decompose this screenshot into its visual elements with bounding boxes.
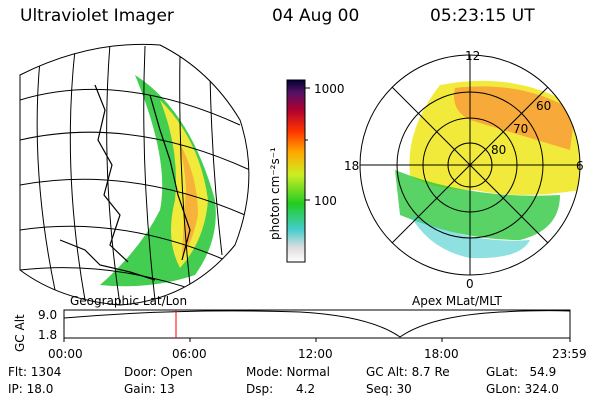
colorbar-tick-1000: 1000	[314, 82, 345, 96]
colorbar-tick-100: 100	[314, 194, 337, 208]
info-seq: Seq: 30	[366, 382, 412, 396]
mlt-label-18: 18	[344, 159, 359, 173]
image-time: 05:23:15 UT	[430, 6, 535, 26]
strip-xtick-0: 00:00	[48, 347, 83, 361]
geographic-grid	[20, 44, 249, 305]
polar-caption: Apex MLat/MLT	[412, 294, 502, 308]
geographic-caption: Geographic Lat/Lon	[70, 294, 188, 308]
colorbar-unit-label: photon cm⁻²s⁻¹	[268, 147, 282, 240]
info-flight: Flt: 1304	[8, 365, 62, 379]
strip-ylabel: GC Alt	[13, 314, 27, 352]
strip-xtick-1: 06:00	[172, 347, 207, 361]
info-dsp: Dsp: 4.2	[246, 382, 316, 396]
mlt-label-6: 6	[576, 159, 584, 173]
mlat-label-70: 70	[513, 122, 528, 136]
info-gc-alt: GC Alt: 8.7 Re	[366, 365, 450, 379]
instrument-title: Ultraviolet Imager	[20, 6, 174, 26]
colorbar-gradient	[286, 79, 306, 263]
info-gain: Gain: 13	[124, 382, 175, 396]
image-date: 04 Aug 00	[272, 6, 360, 26]
strip-xtick-2: 12:00	[298, 347, 333, 361]
strip-ytick-bottom: 1.8	[38, 328, 57, 342]
mlt-label-0: 0	[466, 277, 474, 291]
info-mode: Mode: Normal	[246, 365, 330, 379]
mlat-label-60: 60	[536, 99, 551, 113]
strip-ytick-top: 9.0	[38, 308, 57, 322]
info-ip: IP: 18.0	[8, 382, 54, 396]
strip-xtick-3: 18:00	[424, 347, 459, 361]
altitude-curve	[63, 310, 571, 338]
strip-xtick-4: 23:59	[552, 347, 587, 361]
info-door: Door: Open	[124, 365, 193, 379]
info-glat: GLat: 54.9	[486, 365, 557, 379]
mlat-label-80: 80	[491, 143, 506, 157]
info-glon: GLon: 324.0	[486, 382, 559, 396]
mlt-label-12: 12	[465, 49, 480, 63]
